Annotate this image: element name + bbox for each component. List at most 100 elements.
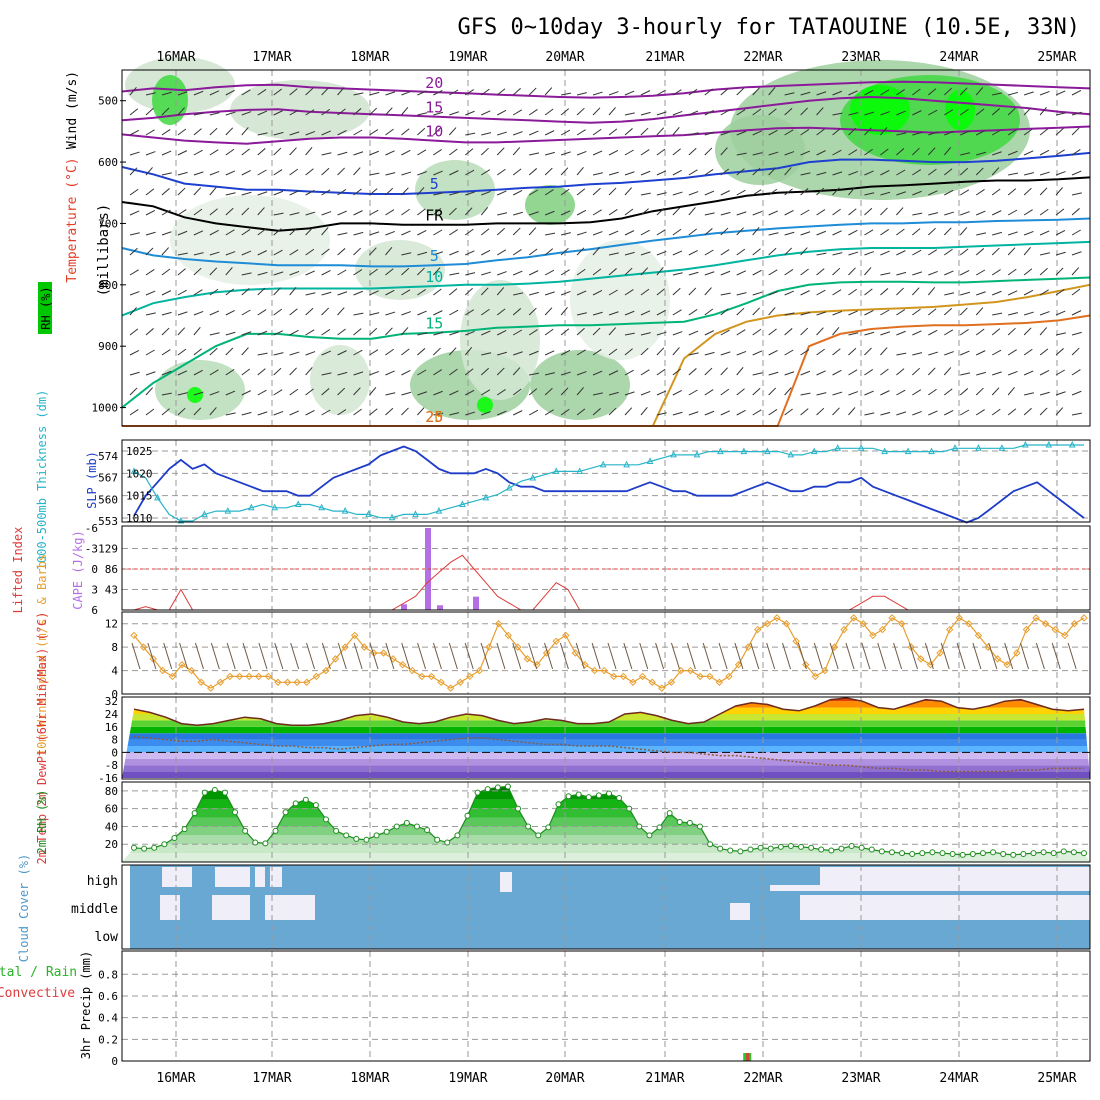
wind-speed-marker	[725, 672, 733, 681]
rh-marker	[1081, 850, 1087, 857]
wind-barb	[161, 349, 171, 356]
surface-wind-barb	[544, 642, 554, 670]
wind-barb	[177, 407, 186, 416]
wind-barb	[529, 211, 539, 216]
rh-marker	[888, 849, 895, 856]
rh-marker	[555, 801, 562, 808]
wind-barb	[289, 147, 297, 156]
surface-wind-barb	[861, 642, 871, 670]
wind-barb	[896, 250, 906, 256]
wind-barb	[608, 370, 619, 376]
cloud-block-8	[212, 895, 250, 920]
precip-tick-0.6: 0.6	[98, 990, 118, 1003]
rh-marker	[798, 843, 805, 850]
li-tick--3: -3	[85, 543, 98, 556]
wind-barb	[1007, 349, 1017, 356]
wind-barb	[672, 169, 682, 176]
wind-barb	[177, 230, 188, 236]
wind-barb	[401, 149, 411, 156]
wind-barb	[1071, 208, 1080, 216]
thickness-tick-567: 567	[98, 472, 118, 485]
wind-barb	[241, 170, 251, 176]
thickness-tick-560: 560	[98, 493, 118, 506]
wind-barb	[959, 87, 968, 96]
wind-barb	[1023, 311, 1034, 316]
wind-barb	[225, 148, 235, 156]
wind-barb	[624, 310, 635, 316]
wind-barb	[608, 268, 617, 276]
wind-barb	[129, 350, 140, 356]
wind-barb	[960, 270, 970, 276]
wind-barb	[688, 308, 698, 316]
wind-barb	[177, 289, 187, 296]
wind-barb	[289, 168, 299, 176]
wind-barb	[976, 130, 986, 136]
wind-barb	[465, 169, 475, 176]
wind-barb	[832, 310, 843, 316]
wind-barb	[880, 272, 891, 276]
wind-barb	[752, 248, 761, 256]
wind-barb	[576, 92, 587, 96]
wind-barb	[209, 90, 220, 96]
temp-tick-16: 16	[105, 721, 118, 734]
wind-barb	[864, 412, 875, 416]
wind-barb	[353, 290, 363, 296]
date-label-top-25MAR: 25MAR	[1037, 50, 1076, 65]
wind-barb	[848, 170, 859, 176]
wind-barb	[608, 107, 616, 116]
wind-barb	[225, 412, 236, 416]
wind-barb	[688, 271, 699, 276]
wind-speed-marker	[552, 637, 560, 645]
date-label-top-20MAR: 20MAR	[545, 50, 584, 65]
wind-speed-marker	[360, 643, 369, 651]
date-label-bottom-23MAR: 23MAR	[841, 1071, 880, 1086]
wind-barb	[369, 290, 379, 296]
wind-speed-marker	[955, 614, 963, 622]
wind-speed-marker	[1041, 620, 1050, 628]
wind-barb	[289, 88, 298, 96]
wind-barb	[177, 370, 188, 376]
wind-barb	[465, 191, 475, 196]
wind-speed-marker	[1013, 649, 1021, 657]
wind-speed-marker	[888, 614, 896, 622]
wind-barb	[369, 268, 378, 276]
wind-barb	[496, 227, 505, 236]
wind-barb	[528, 270, 539, 276]
wind-barb	[784, 92, 795, 96]
wind-barb	[864, 390, 874, 396]
cape-bar-3	[473, 596, 479, 610]
rh-marker	[515, 805, 522, 812]
wind-barb	[959, 307, 968, 316]
wind-barb	[193, 348, 202, 356]
surface-wind-barb	[480, 642, 490, 670]
upper-air-ylabel-rh: RH (%)	[39, 286, 53, 329]
rh-marker	[1070, 849, 1077, 856]
wind-barb	[1039, 171, 1050, 176]
wind-speed-marker	[562, 631, 570, 640]
wind-barb	[560, 247, 569, 256]
wind-barb	[832, 348, 841, 356]
isotherm-label--10: 10	[425, 123, 443, 141]
wind-barb	[896, 207, 904, 216]
wind-ylabel: 10m Wind Speed (m/s) & Barbs	[35, 554, 49, 756]
cloud-block-4	[500, 872, 512, 892]
wind-barb	[832, 289, 842, 296]
wind-barb	[672, 148, 681, 156]
wind-barb	[337, 328, 346, 336]
wind-barb	[369, 231, 380, 236]
wind-barb	[193, 149, 203, 156]
wind-barb	[672, 250, 683, 256]
thickness-marker	[224, 506, 232, 514]
wind-speed-marker	[667, 678, 676, 686]
thickness-marker	[365, 510, 372, 517]
surface-wind-barb	[607, 642, 617, 670]
wind-barb	[720, 190, 730, 196]
wind-barb	[656, 148, 666, 156]
isotherm--20	[121, 80, 1091, 99]
wind-barb	[241, 89, 251, 96]
wind-barb	[816, 187, 825, 196]
wind-barb	[465, 272, 476, 276]
wind-barb	[1007, 107, 1016, 116]
wind-barb	[959, 167, 969, 176]
wind-barb	[991, 247, 1000, 256]
